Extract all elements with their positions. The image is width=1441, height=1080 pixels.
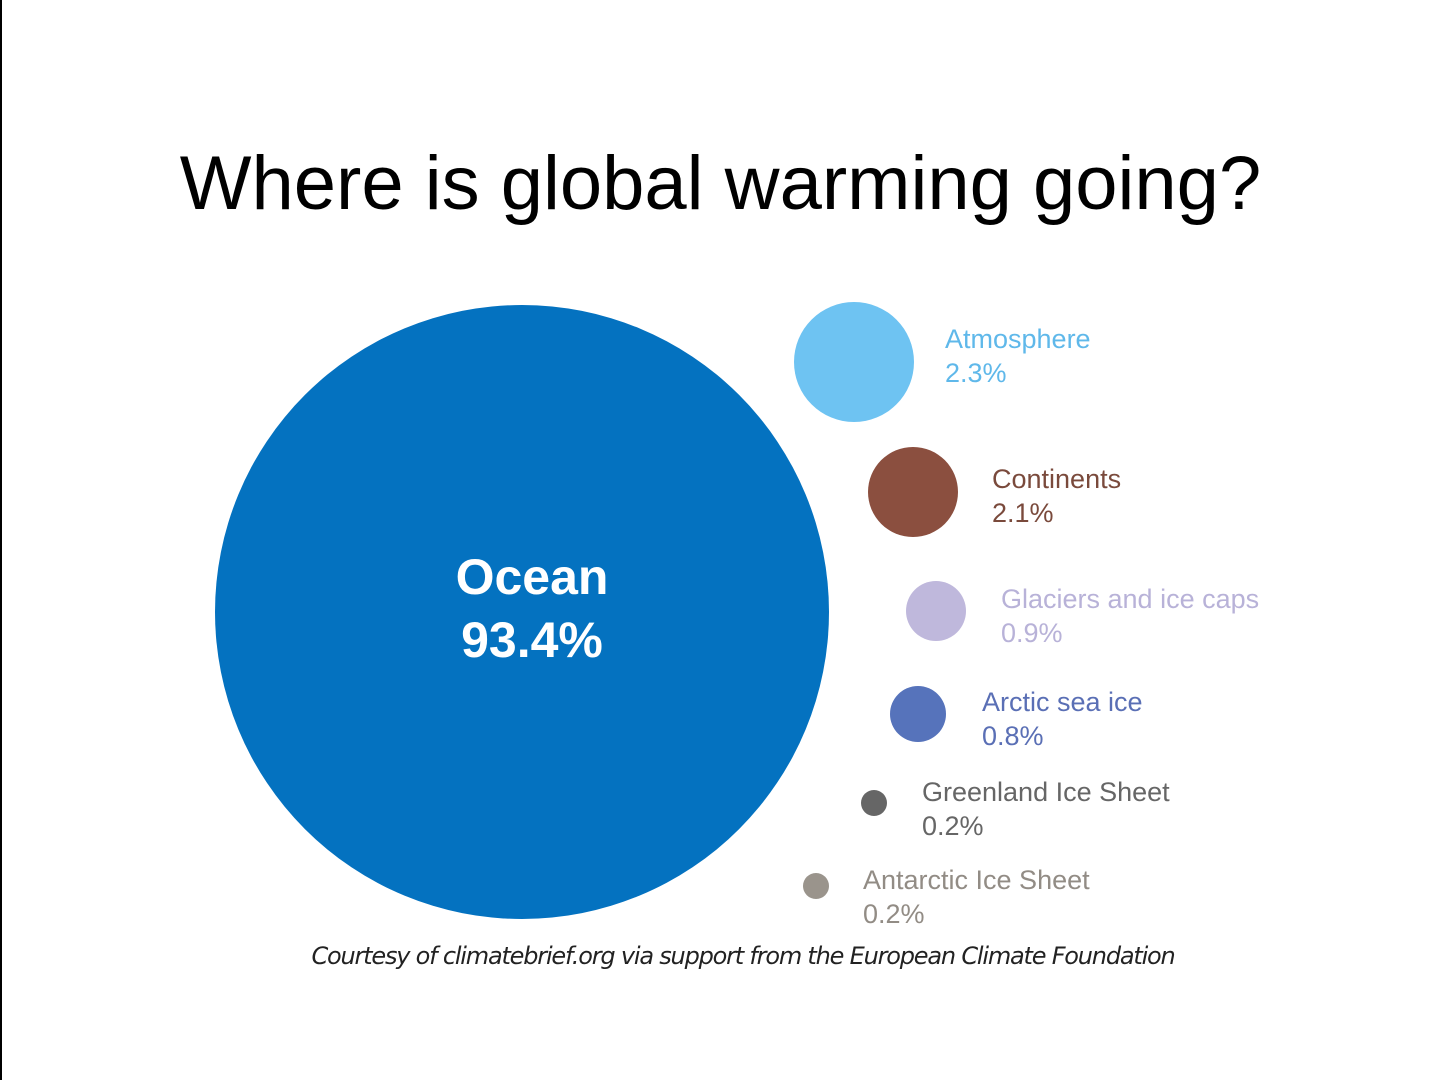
source-credit: Courtesy of climatebrief.org via support… bbox=[311, 942, 1175, 970]
bubble-label-ocean: Ocean bbox=[456, 549, 609, 605]
bubble-atmosphere bbox=[794, 302, 914, 422]
bubble-continents bbox=[868, 447, 958, 537]
bubble-label-greenland-ice-sheet: Greenland Ice Sheet bbox=[922, 777, 1170, 807]
bubble-value-antarctic-ice-sheet: 0.2% bbox=[863, 899, 925, 929]
bubble-group-continents: Continents 2.1% bbox=[868, 447, 1121, 537]
bubble-group-ocean: Ocean 93.4% bbox=[215, 305, 829, 919]
bubble-group-atmosphere: Atmosphere 2.3% bbox=[794, 302, 1091, 422]
bubble-value-glaciers-and-ice-caps: 0.9% bbox=[1001, 618, 1063, 648]
bubble-value-arctic-sea-ice: 0.8% bbox=[982, 721, 1044, 751]
bubble-label-glaciers-and-ice-caps: Glaciers and ice caps bbox=[1001, 584, 1259, 614]
bubble-glaciers-and-ice-caps bbox=[906, 581, 966, 641]
bubble-arctic-sea-ice bbox=[890, 686, 946, 742]
bubble-group-glaciers-and-ice-caps: Glaciers and ice caps 0.9% bbox=[906, 581, 1259, 648]
slide-title: Where is global warming going? bbox=[179, 141, 1262, 226]
bubble-value-continents: 2.1% bbox=[992, 498, 1054, 528]
bubble-label-antarctic-ice-sheet: Antarctic Ice Sheet bbox=[863, 865, 1090, 895]
bubble-greenland-ice-sheet bbox=[861, 790, 887, 816]
bubble-label-arctic-sea-ice: Arctic sea ice bbox=[982, 687, 1143, 717]
bubble-antarctic-ice-sheet bbox=[803, 873, 829, 899]
bubble-group-arctic-sea-ice: Arctic sea ice 0.8% bbox=[890, 686, 1143, 751]
bubble-label-atmosphere: Atmosphere bbox=[945, 324, 1091, 354]
bubble-value-atmosphere: 2.3% bbox=[945, 358, 1007, 388]
bubble-group-greenland-ice-sheet: Greenland Ice Sheet 0.2% bbox=[861, 777, 1170, 841]
bubble-group-antarctic-ice-sheet: Antarctic Ice Sheet 0.2% bbox=[803, 865, 1090, 929]
slide-left-border bbox=[0, 0, 2, 1080]
bubble-ocean bbox=[215, 305, 829, 919]
bubble-label-continents: Continents bbox=[992, 464, 1121, 494]
bubble-value-ocean: 93.4% bbox=[461, 612, 603, 668]
bubble-value-greenland-ice-sheet: 0.2% bbox=[922, 811, 984, 841]
